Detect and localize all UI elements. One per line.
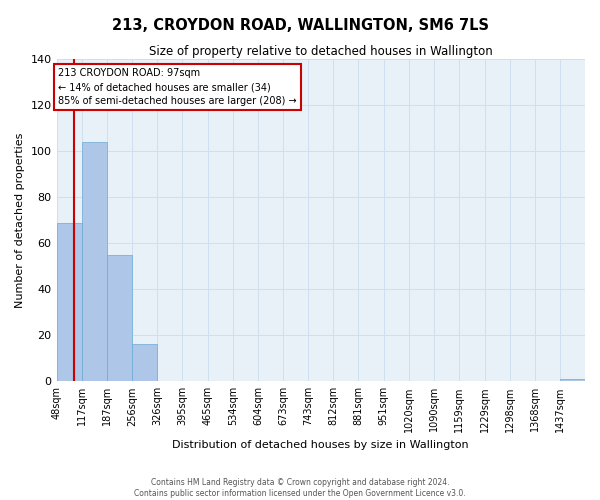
Text: Contains HM Land Registry data © Crown copyright and database right 2024.
Contai: Contains HM Land Registry data © Crown c… xyxy=(134,478,466,498)
Bar xyxy=(107,255,132,382)
Bar xyxy=(132,344,157,382)
Text: 213, CROYDON ROAD, WALLINGTON, SM6 7LS: 213, CROYDON ROAD, WALLINGTON, SM6 7LS xyxy=(112,18,488,32)
Bar xyxy=(560,379,585,382)
Y-axis label: Number of detached properties: Number of detached properties xyxy=(15,132,25,308)
X-axis label: Distribution of detached houses by size in Wallington: Distribution of detached houses by size … xyxy=(172,440,469,450)
Text: 213 CROYDON ROAD: 97sqm
← 14% of detached houses are smaller (34)
85% of semi-de: 213 CROYDON ROAD: 97sqm ← 14% of detache… xyxy=(58,68,296,106)
Title: Size of property relative to detached houses in Wallington: Size of property relative to detached ho… xyxy=(149,45,493,58)
Bar xyxy=(82,142,107,382)
Bar xyxy=(56,222,82,382)
